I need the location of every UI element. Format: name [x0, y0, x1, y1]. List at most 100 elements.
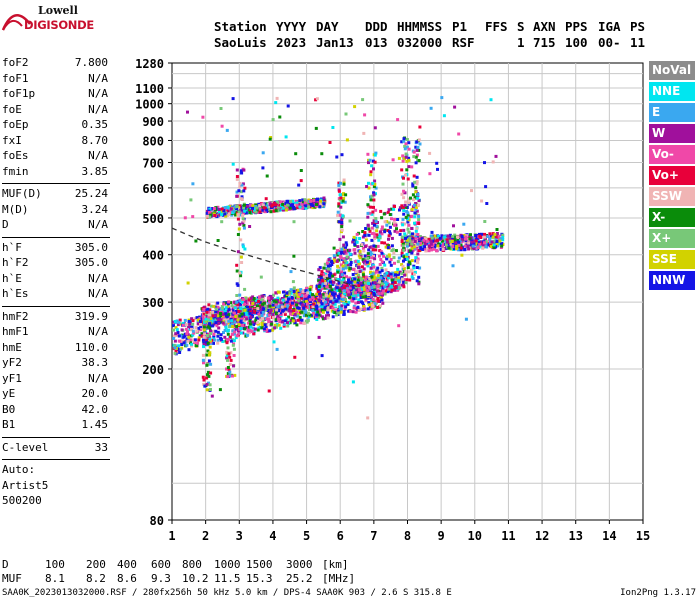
- echo-point: [248, 322, 252, 326]
- echo-point: [244, 296, 248, 300]
- echo-point: [480, 232, 484, 236]
- echo-point: [317, 308, 321, 312]
- echo-point: [358, 250, 362, 254]
- echo-point: [311, 204, 315, 208]
- echo-point: [412, 174, 416, 178]
- echo-point: [331, 282, 335, 286]
- legend-item-e: E: [649, 103, 695, 122]
- echo-point: [500, 242, 503, 246]
- echo-point: [224, 306, 228, 310]
- echo-point: [395, 270, 399, 274]
- echo-point: [390, 217, 393, 221]
- echo-point: [427, 249, 431, 253]
- echo-point: [357, 254, 361, 258]
- y-tick-label: 1280: [135, 57, 164, 71]
- echo-point: [241, 243, 245, 247]
- echo-point: [463, 237, 467, 241]
- echo-point: [372, 219, 376, 223]
- echo-point: [402, 196, 406, 200]
- echo-point: [339, 181, 343, 185]
- echo-point: [418, 142, 422, 146]
- echo-point: [370, 194, 374, 198]
- echo-point: [346, 266, 350, 269]
- echo-point: [325, 261, 329, 265]
- echo-point: [338, 213, 342, 217]
- echo-point: [383, 263, 387, 267]
- echo-point: [333, 311, 337, 314]
- echo-point: [414, 229, 418, 233]
- echo-point: [204, 317, 208, 321]
- echo-point: [225, 354, 229, 358]
- echo-point: [390, 207, 393, 211]
- echo-point: [292, 254, 296, 258]
- echo-point: [289, 200, 293, 203]
- echo-point: [244, 211, 248, 215]
- echo-point: [400, 263, 404, 267]
- echo-point: [348, 295, 352, 299]
- echo-point: [340, 251, 343, 255]
- echo-point: [211, 329, 215, 333]
- echo-point: [326, 316, 330, 320]
- echo-point: [227, 319, 231, 323]
- echo-point: [249, 296, 253, 300]
- echo-point: [396, 286, 400, 290]
- echo-point: [412, 266, 416, 270]
- echo-point: [332, 299, 336, 302]
- param-row: foEp 0.35: [2, 118, 108, 133]
- echo-point: [309, 202, 313, 206]
- echo-point: [319, 294, 322, 298]
- echo-point: [346, 281, 350, 284]
- echo-point: [448, 237, 452, 241]
- echo-point: [242, 168, 246, 172]
- echo-point: [406, 235, 410, 239]
- echo-point: [380, 289, 384, 293]
- echo-point: [378, 280, 382, 284]
- echo-point: [176, 323, 180, 327]
- echo-point: [401, 223, 405, 227]
- echo-point: [389, 263, 393, 267]
- echo-point: [324, 272, 327, 275]
- echo-point: [276, 314, 280, 318]
- echo-point: [373, 182, 377, 186]
- header-value-8: 715: [533, 35, 556, 50]
- echo-point: [501, 236, 505, 240]
- echo-point: [186, 330, 189, 334]
- echo-point: [332, 280, 336, 284]
- echo-point: [404, 173, 407, 177]
- echo-point: [226, 332, 230, 336]
- echo-point: [459, 246, 463, 250]
- echo-point: [405, 159, 409, 163]
- echo-point: [220, 220, 224, 224]
- echo-point: [308, 298, 312, 302]
- echo-point: [358, 237, 362, 240]
- echo-point: [385, 271, 389, 275]
- echo-point: [472, 242, 476, 246]
- echo-point: [400, 276, 404, 279]
- echo-point: [269, 295, 273, 299]
- echo-point: [230, 304, 234, 308]
- param-label: B0: [2, 402, 16, 416]
- echo-point: [260, 202, 264, 206]
- echo-point: [231, 314, 235, 318]
- echo-point: [177, 334, 181, 338]
- echo-point: [404, 281, 408, 285]
- echo-point: [209, 329, 212, 333]
- echo-point: [354, 291, 358, 295]
- echo-point: [452, 224, 455, 228]
- echo-point: [404, 155, 408, 159]
- echo-point: [342, 310, 346, 314]
- echo-point: [451, 245, 455, 249]
- echo-point: [389, 258, 393, 261]
- echo-point: [397, 282, 401, 286]
- echo-point: [430, 236, 434, 240]
- echo-point: [329, 280, 332, 284]
- echo-point: [201, 358, 205, 362]
- echo-point: [501, 233, 505, 237]
- echo-point: [226, 302, 230, 306]
- echo-point: [412, 203, 416, 207]
- echo-point: [353, 251, 357, 255]
- echo-point: [371, 181, 375, 185]
- echo-point: [293, 355, 297, 359]
- echo-point: [243, 209, 247, 213]
- echo-point: [481, 243, 485, 247]
